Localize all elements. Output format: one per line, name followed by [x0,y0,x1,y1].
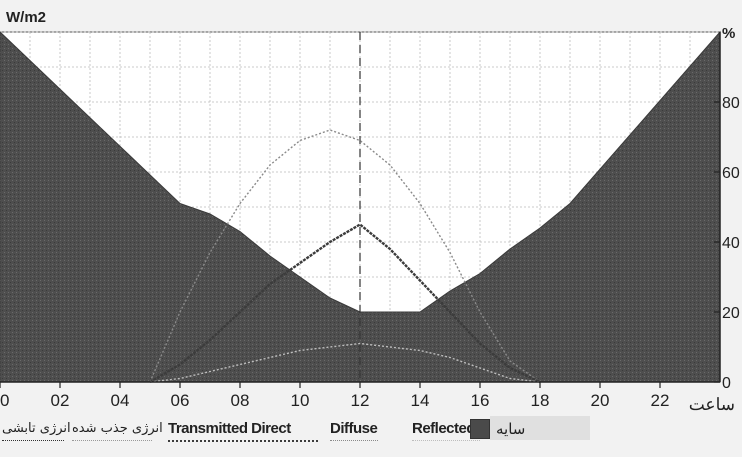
legend-shade-swatch [470,419,490,439]
legend-reflected-line [412,440,480,441]
legend-diffuse-line [330,440,378,441]
x-tick-label: 16 [471,391,490,410]
y-tick-label: 20 [722,305,740,322]
y-tick-label: 40 [722,235,740,252]
legend-incident: انرژی تابشی [2,416,71,442]
y-left-unit: W/m2 [6,9,46,26]
x-tick-label: 12 [351,391,370,410]
x-tick-label: 06 [171,391,190,410]
x-tick-label: 22 [651,391,670,410]
x-tick-label: 14 [411,391,430,410]
legend-shade-bg [490,416,590,440]
legend-reflected-label: Reflected [412,420,476,437]
legend-transmitted-label: Transmitted Direct [168,420,291,437]
x-tick-label: 10 [291,391,310,410]
x-tick-label: 08 [231,391,250,410]
legend-diffuse: Diffuse [330,416,378,442]
shade-area [0,30,721,383]
shade-layer [0,30,721,383]
legend-absorbed: انرژی جذب شده [72,416,163,442]
series-line-transmitted-direct [149,223,541,384]
x-tick-label: 00 [0,391,9,410]
legend-shade-label: سایه [496,420,526,438]
x-tick-label: 02 [51,391,70,410]
series-line-diffuse [149,129,541,383]
x-tick-label: 18 [531,391,550,410]
legend-shade: سایه [496,416,526,442]
legend: انرژی تابشی انرژی جذب شده Transmitted Di… [0,416,742,446]
legend-diffuse-label: Diffuse [330,420,378,437]
y-tick-label: 60 [722,165,740,182]
y-right-unit: % [722,25,735,42]
y-tick-label: 0 [722,375,731,392]
legend-absorbed-line [72,440,152,441]
legend-transmitted-line [168,440,318,442]
legend-reflected: Reflected [412,416,476,442]
x-tick-label: 20 [591,391,610,410]
y-tick-label: 80 [722,95,740,112]
legend-incident-line [2,440,64,441]
x-tick-label: 04 [111,391,130,410]
axes: 00 02 04 06 08 10 12 14 16 18 20 22 0 20 40 60 80 [0,32,740,410]
legend-transmitted: Transmitted Direct [168,416,291,442]
legend-absorbed-label: انرژی جذب شده [72,421,163,436]
x-axis-label: ساعت [689,395,735,414]
series-layer [149,129,541,384]
legend-incident-label: انرژی تابشی [2,421,71,436]
